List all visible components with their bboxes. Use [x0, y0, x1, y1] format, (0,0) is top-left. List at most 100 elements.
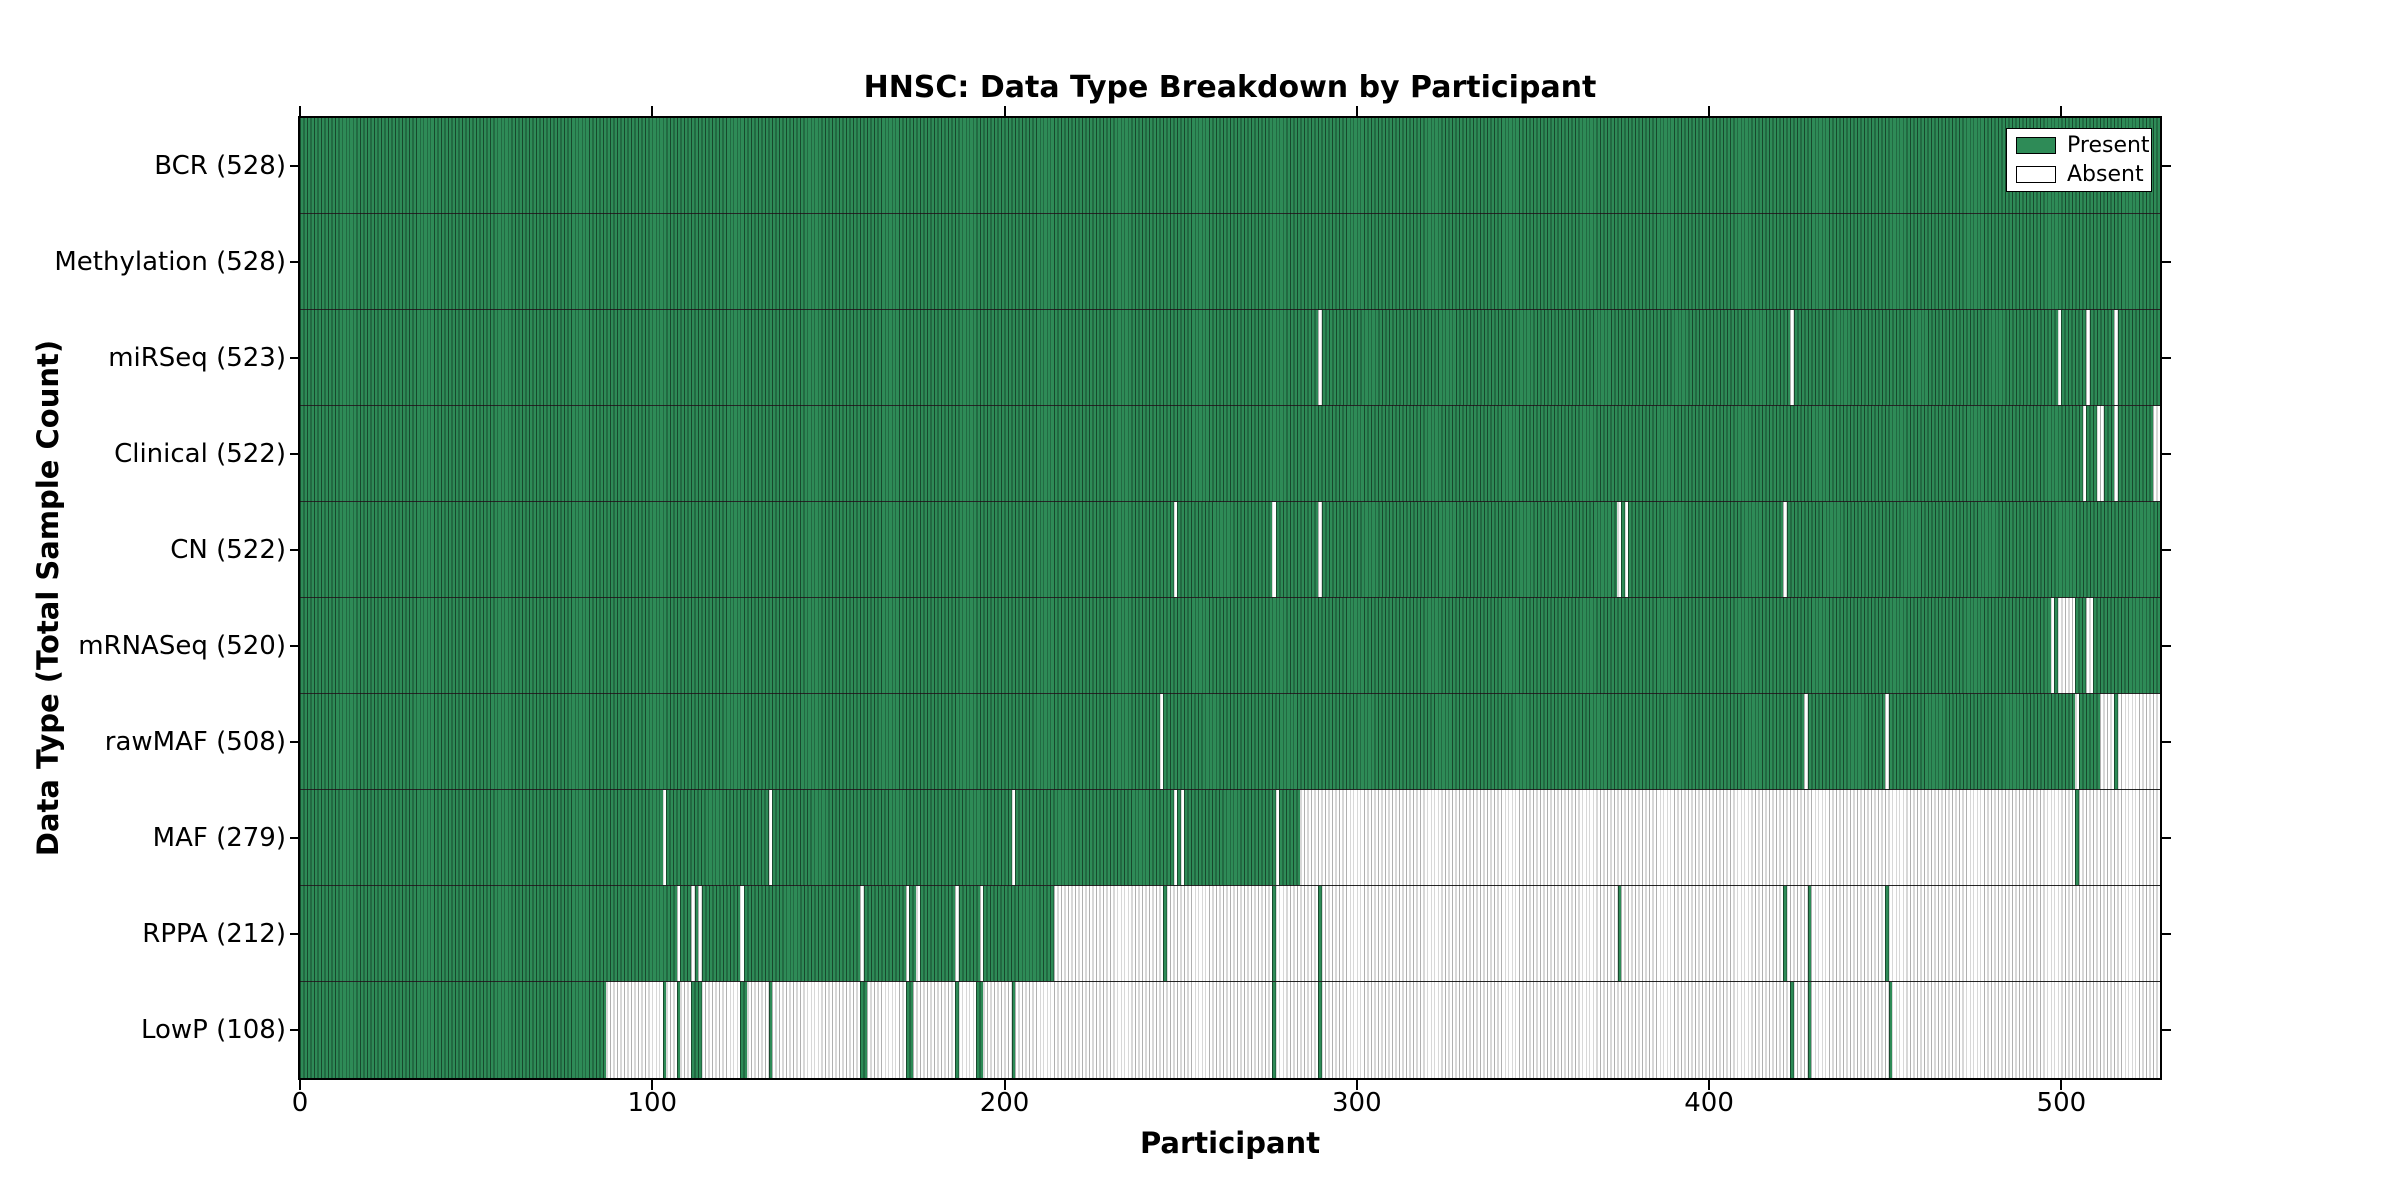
- row-rawmaf: [300, 694, 2160, 790]
- y-tick-mark: [2161, 645, 2171, 647]
- y-tick-label: miRSeq (523): [108, 343, 286, 373]
- present-segment: [860, 982, 868, 1078]
- row-lowp: [300, 982, 2160, 1078]
- legend: Present Absent: [2006, 128, 2152, 192]
- present-segment: [666, 790, 769, 885]
- x-tick-mark: [1355, 106, 1358, 116]
- y-tick-mark: [2161, 165, 2171, 167]
- present-segment: [1163, 886, 1167, 981]
- present-segment: [1318, 886, 1322, 981]
- legend-swatch-present: [2016, 137, 2056, 154]
- present-segment: [1272, 982, 1276, 1078]
- x-tick-mark: [299, 106, 301, 116]
- present-segment: [955, 982, 959, 1078]
- present-segment: [1321, 310, 1791, 405]
- y-tick-mark: [2161, 741, 2171, 743]
- present-segment: [691, 982, 702, 1078]
- chart-title: HNSC: Data Type Breakdown by Participant: [863, 70, 1597, 105]
- present-segment: [1177, 790, 1181, 885]
- y-tick-mark: [2161, 933, 2171, 935]
- legend-entry-present: Present: [2016, 132, 2151, 158]
- present-segment: [2078, 694, 2101, 789]
- present-segment: [300, 886, 677, 981]
- present-segment: [300, 502, 1174, 597]
- present-segment: [2086, 406, 2097, 501]
- present-segment: [1888, 982, 1893, 1078]
- y-tick-mark: [290, 741, 300, 743]
- present-segment: [905, 982, 913, 1078]
- present-segment: [1279, 790, 1301, 885]
- present-segment: [1011, 982, 1016, 1078]
- present-segment: [300, 790, 663, 885]
- y-tick-mark: [290, 165, 300, 167]
- x-tick-mark: [299, 1080, 301, 1090]
- present-segment: [2054, 598, 2058, 693]
- x-tick-mark: [651, 1080, 654, 1090]
- present-segment: [1786, 502, 2160, 597]
- x-tick-mark: [651, 106, 654, 116]
- present-segment: [1885, 886, 1889, 981]
- present-segment: [958, 886, 980, 981]
- present-segment: [1177, 502, 1273, 597]
- y-axis-label: Data Type (Total Sample Count): [31, 339, 65, 857]
- present-segment: [2093, 598, 2160, 693]
- present-segment: [676, 982, 681, 1078]
- present-segment: [2117, 406, 2153, 501]
- x-tick-label: 400: [1684, 1088, 1734, 1118]
- present-segment: [1184, 790, 1276, 885]
- present-segment: [1617, 886, 1622, 981]
- present-segment: [909, 886, 917, 981]
- present-segment: [680, 886, 692, 981]
- y-tick-mark: [290, 645, 300, 647]
- y-tick-label: BCR (528): [154, 151, 286, 181]
- present-segment: [2117, 310, 2160, 405]
- present-segment: [1621, 502, 1625, 597]
- y-tick-label: Methylation (528): [54, 247, 286, 277]
- y-tick-mark: [290, 261, 300, 263]
- present-segment: [1807, 694, 1886, 789]
- present-segment: [1321, 502, 1618, 597]
- present-segment: [1888, 694, 2076, 789]
- row-mirseq: [300, 310, 2160, 406]
- y-tick-mark: [290, 1029, 300, 1031]
- x-tick-mark: [1003, 1080, 1006, 1090]
- legend-entry-absent: Absent: [2016, 161, 2151, 187]
- present-segment: [300, 598, 2051, 693]
- row-cn: [300, 502, 2160, 598]
- plot-area: [298, 116, 2162, 1080]
- x-tick-mark: [2060, 1080, 2063, 1090]
- x-tick-mark: [1003, 106, 1006, 116]
- x-tick-label: 500: [2036, 1088, 2087, 1118]
- present-segment: [1807, 886, 1812, 981]
- y-tick-mark: [2161, 453, 2171, 455]
- legend-label: Present: [2067, 132, 2150, 158]
- x-axis-label: Participant: [1139, 1126, 1321, 1160]
- present-segment: [1015, 790, 1174, 885]
- present-segment: [2089, 310, 2115, 405]
- x-tick-mark: [1708, 1080, 1711, 1090]
- present-segment: [300, 982, 607, 1078]
- present-segment: [740, 982, 748, 1078]
- x-tick-label: 200: [979, 1088, 1030, 1118]
- y-tick-mark: [2161, 1029, 2171, 1031]
- present-segment: [743, 886, 861, 981]
- x-tick-mark: [1355, 1080, 1358, 1090]
- y-tick-mark: [290, 837, 300, 839]
- present-segment: [768, 982, 773, 1078]
- present-segment: [1807, 982, 1812, 1078]
- present-segment: [2061, 310, 2087, 405]
- y-tick-mark: [290, 357, 300, 359]
- y-tick-mark: [2161, 549, 2171, 551]
- present-segment: [976, 982, 984, 1078]
- y-tick-mark: [2161, 837, 2171, 839]
- row-clinical: [300, 406, 2160, 502]
- present-segment: [1272, 886, 1276, 981]
- legend-label: Absent: [2067, 161, 2144, 187]
- present-segment: [2075, 790, 2079, 885]
- y-tick-mark: [290, 549, 300, 551]
- present-segment: [662, 982, 667, 1078]
- present-segment: [983, 886, 1054, 981]
- present-segment: [1783, 886, 1787, 981]
- y-tick-label: RPPA (212): [142, 919, 286, 949]
